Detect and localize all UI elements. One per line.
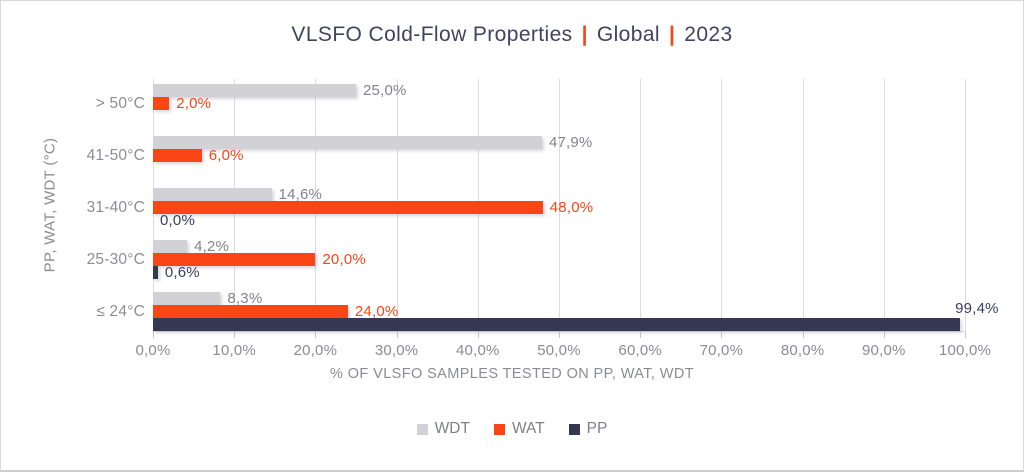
axis-tick-80	[802, 332, 804, 338]
chart-title: VLSFO Cold-Flow Properties | Global | 2023	[1, 23, 1023, 47]
axis-tick-60	[640, 332, 642, 338]
x-tick-label-20: 20,0%	[293, 342, 338, 359]
axis-tick-30	[396, 332, 398, 338]
bar-wat-0	[153, 97, 170, 110]
category-label-1: 41-50°C	[86, 146, 145, 164]
bar-label-wdt-0: 25,0%	[363, 82, 407, 99]
x-tick-label-40: 40,0%	[456, 342, 500, 359]
category-label-4: ≤ 24°C	[96, 302, 145, 320]
chart-title-year: 2023	[684, 23, 733, 46]
bar-label-wdt-1: 47,9%	[548, 134, 593, 151]
legend-label-wdt: WDT	[434, 420, 470, 437]
legend-label-wat: WAT	[511, 420, 545, 437]
title-separator: |	[668, 23, 676, 46]
axis-tick-20	[315, 332, 317, 338]
x-tick-label-100: 100,0%	[938, 342, 992, 359]
axis-tick-0	[153, 332, 154, 338]
gridline-70	[721, 79, 723, 332]
bar-wdt-2	[153, 188, 272, 201]
legend-label-pp: PP	[586, 420, 608, 437]
gridline-90	[883, 79, 885, 332]
plot-area: 25,0% 2,0% 47,9% 6,0% 14,6% 48,0% 0,0% 4,2% 20,0…	[153, 79, 998, 338]
category-label-0: > 50°C	[95, 94, 145, 112]
chart-title-main: VLSFO Cold-Flow Properties	[291, 23, 573, 46]
x-tick-label-50: 50,0%	[537, 342, 581, 359]
bar-wat-1	[153, 149, 202, 162]
bar-wdt-0	[153, 84, 356, 97]
x-tick-label-60: 60,0%	[618, 342, 662, 359]
title-separator: |	[581, 23, 588, 46]
legend-item-pp: PP	[568, 420, 608, 438]
category-labels: > 50°C 41-50°C 31-40°C 25-30°C ≤ 24°C	[53, 79, 145, 332]
axis-tick-10	[234, 332, 236, 338]
bar-label-wat-0: 2,0%	[176, 95, 212, 112]
bar-pp-3	[153, 266, 158, 279]
x-tick-label-30: 30,0%	[374, 342, 419, 359]
x-axis-line	[153, 331, 965, 332]
x-tick-label-0: 0,0%	[135, 342, 171, 359]
x-tick-label-80: 80,0%	[780, 342, 825, 359]
x-tick-label-90: 90,0%	[862, 342, 906, 359]
gridline-100	[965, 79, 966, 332]
bar-label-wat-1: 6,0%	[208, 147, 244, 164]
chart-title-region: Global	[596, 23, 660, 46]
bar-label-wdt-4: 8,3%	[227, 290, 263, 307]
gridline-50	[559, 79, 560, 332]
axis-tick-100	[965, 332, 966, 338]
x-tick-label-70: 70,0%	[699, 342, 744, 359]
axis-tick-40	[477, 332, 479, 338]
bar-label-wdt-3: 4,2%	[194, 238, 230, 255]
bar-wdt-1	[153, 136, 542, 149]
category-label-3: 25-30°C	[86, 250, 145, 268]
legend-marker-wat-icon	[493, 423, 505, 435]
bar-label-wat-3: 20,0%	[322, 251, 366, 268]
legend-marker-wdt-icon	[416, 423, 428, 435]
legend-item-wat: WAT	[493, 420, 545, 438]
legend-marker-pp-icon	[568, 423, 580, 435]
axis-tick-70	[721, 332, 723, 338]
bar-label-pp-4: 99,4%	[955, 300, 999, 317]
x-axis-ticks: 0,0% 10,0% 20,0% 30,0% 40,0% 50,0% 60,0% 70,0% 8…	[136, 342, 991, 360]
x-tick-label-10: 10,0%	[212, 342, 256, 359]
legend: WDT WAT PP	[1, 420, 1023, 438]
axis-tick-90	[883, 332, 885, 338]
x-axis-title: % OF VLSFO SAMPLES TESTED ON PP, WAT, WD…	[330, 366, 694, 382]
gridline-60	[640, 79, 642, 332]
bar-wat-2	[153, 201, 543, 214]
bar-label-pp-2: 0,0%	[160, 212, 195, 229]
gridline-80	[802, 79, 804, 332]
bar-wat-3	[153, 253, 316, 266]
bar-label-pp-3: 0,6%	[164, 264, 200, 281]
bar-wdt-4	[153, 292, 221, 305]
bar-wdt-3	[153, 240, 188, 253]
axis-tick-50	[559, 332, 560, 338]
bar-label-wat-2: 48,0%	[549, 199, 594, 216]
bar-wat-4	[153, 305, 348, 318]
bar-label-wat-4: 24,0%	[354, 303, 399, 320]
category-label-2: 31-40°C	[86, 198, 145, 216]
legend-item-wdt: WDT	[416, 420, 470, 438]
bar-pp-4	[153, 318, 961, 331]
bar-label-wdt-2: 14,6%	[278, 186, 323, 203]
